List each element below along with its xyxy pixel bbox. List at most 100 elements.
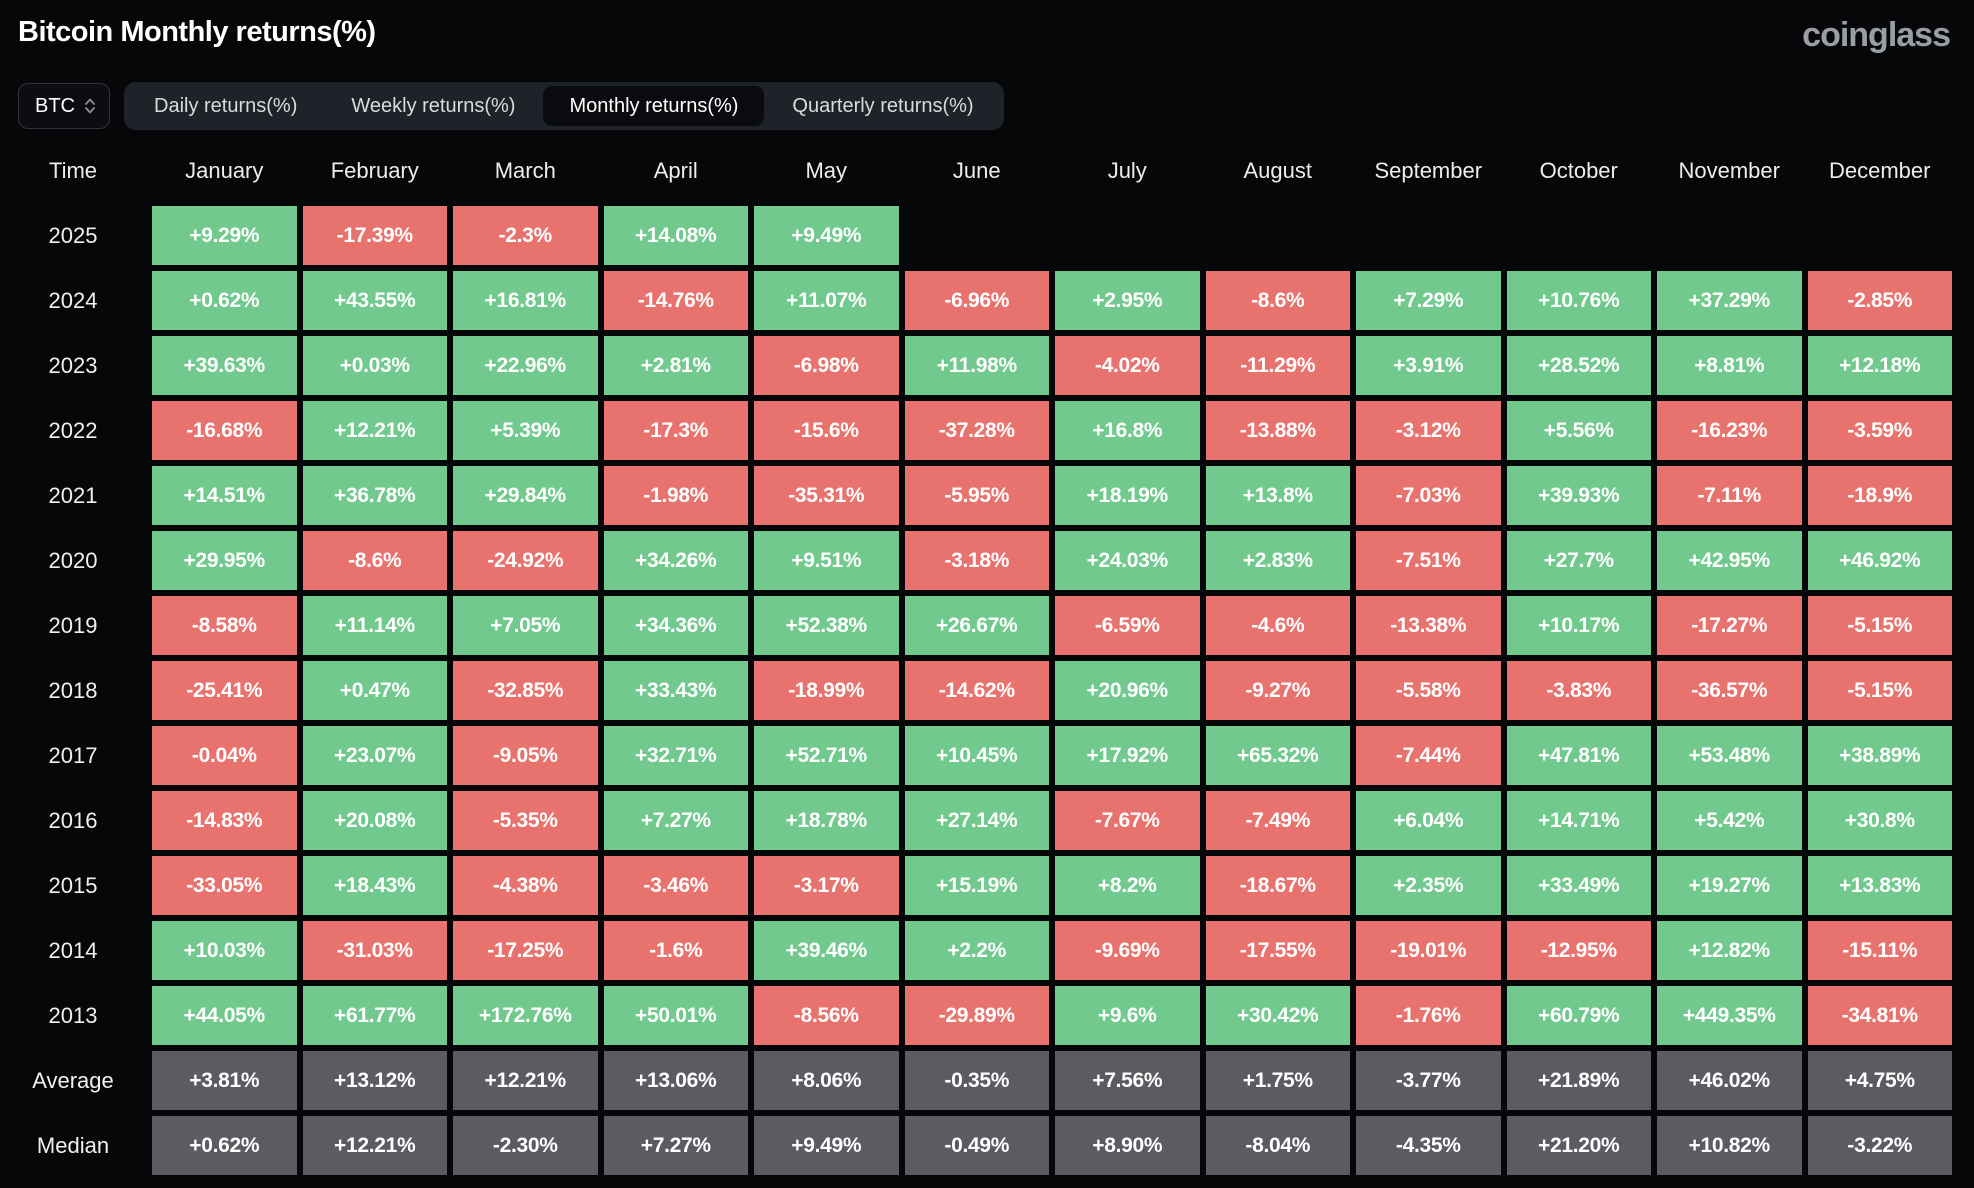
row-label: 2013 xyxy=(48,1002,98,1028)
return-cell: +33.43% xyxy=(603,661,748,720)
empty-cell xyxy=(1657,206,1802,265)
return-cell: -14.76% xyxy=(603,271,748,330)
return-cell: -19.01% xyxy=(1356,921,1501,980)
return-cell: +9.49% xyxy=(754,1116,899,1175)
table-row: 2017 -0.04% +23.07% -9.05% +32.71% +52.71% +10… xyxy=(0,726,1952,785)
return-cell: +10.17% xyxy=(1506,596,1651,655)
return-cell: -17.3% xyxy=(603,401,748,460)
return-cell: -7.03% xyxy=(1356,466,1501,525)
return-cell: +12.21% xyxy=(453,1051,598,1110)
return-cell: -31.03% xyxy=(302,921,447,980)
return-cell: -3.83% xyxy=(1506,661,1651,720)
return-cell: -17.55% xyxy=(1205,921,1350,980)
return-cell: +12.21% xyxy=(302,1116,447,1175)
return-cell: -8.56% xyxy=(754,986,899,1045)
return-cell: +14.08% xyxy=(603,206,748,265)
return-cell: +7.29% xyxy=(1356,271,1501,330)
return-cell: -3.77% xyxy=(1356,1051,1501,1110)
tab-weekly-returns[interactable]: Weekly returns(%) xyxy=(351,95,516,117)
return-cell: +27.14% xyxy=(904,791,1049,850)
return-cell: +0.62% xyxy=(152,1116,297,1175)
return-cell: +12.18% xyxy=(1807,336,1952,395)
return-cell: -4.38% xyxy=(453,856,598,915)
row-label: 2018 xyxy=(48,677,98,703)
return-cell: +53.48% xyxy=(1657,726,1802,785)
return-cell: +65.32% xyxy=(1205,726,1350,785)
return-cell: +8.81% xyxy=(1657,336,1802,395)
return-cell: +26.67% xyxy=(904,596,1049,655)
return-cell: -3.18% xyxy=(904,531,1049,590)
column-header-month: April xyxy=(653,158,698,183)
return-cell: -9.05% xyxy=(453,726,598,785)
return-cell: +32.71% xyxy=(603,726,748,785)
return-cell: +43.55% xyxy=(302,271,447,330)
return-cell: -17.25% xyxy=(453,921,598,980)
return-cell: +20.96% xyxy=(1055,661,1200,720)
return-cell: -2.3% xyxy=(453,206,598,265)
return-cell: +13.12% xyxy=(302,1051,447,1110)
return-cell: +19.27% xyxy=(1657,856,1802,915)
top-bar: Bitcoin Monthly returns(%) coinglass xyxy=(0,0,1974,52)
return-cell: +0.62% xyxy=(152,271,297,330)
return-cell: -5.95% xyxy=(904,466,1049,525)
return-cell: -11.29% xyxy=(1205,336,1350,395)
empty-cell xyxy=(1356,206,1501,265)
column-header-month: September xyxy=(1374,158,1483,183)
return-cell: +20.08% xyxy=(302,791,447,850)
coinglass-logo: coinglass xyxy=(1802,16,1951,54)
return-cell: +8.90% xyxy=(1055,1116,1200,1175)
return-cell: +21.89% xyxy=(1506,1051,1651,1110)
return-cell: -25.41% xyxy=(152,661,297,720)
tab-quarterly-returns[interactable]: Quarterly returns(%) xyxy=(792,95,974,117)
table-row: 2025 +9.29% -17.39% -2.3% +14.08% +9.49% xyxy=(0,206,1952,265)
symbol-select[interactable]: BTC xyxy=(18,83,110,129)
return-cell: +8.06% xyxy=(754,1051,899,1110)
return-cell: -0.35% xyxy=(904,1051,1049,1110)
row-label: 2017 xyxy=(48,742,98,768)
return-cell: +15.19% xyxy=(904,856,1049,915)
return-cell: -5.15% xyxy=(1807,596,1952,655)
row-label: Median xyxy=(36,1132,110,1158)
table-row: 2023 +39.63% +0.03% +22.96% +2.81% -6.98% +11.… xyxy=(0,336,1952,395)
return-cell: +27.7% xyxy=(1506,531,1651,590)
return-cell: +46.92% xyxy=(1807,531,1952,590)
return-cell: -15.6% xyxy=(754,401,899,460)
return-cell: -4.6% xyxy=(1205,596,1350,655)
tab-monthly-returns[interactable]: Monthly returns(%) xyxy=(543,86,765,126)
return-cell: +14.71% xyxy=(1506,791,1651,850)
tab-daily-returns[interactable]: Daily returns(%) xyxy=(154,95,298,117)
row-label: 2014 xyxy=(48,937,98,963)
table-row: 2018 -25.41% +0.47% -32.85% +33.43% -18.99% -1… xyxy=(0,661,1952,720)
return-cell: +21.20% xyxy=(1506,1116,1651,1175)
return-cell: -12.95% xyxy=(1506,921,1651,980)
return-cell: +37.29% xyxy=(1657,271,1802,330)
table-row: 2014 +10.03% -31.03% -17.25% -1.6% +39.46% +2.… xyxy=(0,921,1952,980)
return-cell: +7.27% xyxy=(603,791,748,850)
return-cell: +7.05% xyxy=(453,596,598,655)
column-header-month: November xyxy=(1678,158,1780,183)
row-label: 2025 xyxy=(48,222,98,248)
column-header-month: February xyxy=(330,158,419,183)
return-cell: -7.44% xyxy=(1356,726,1501,785)
return-cell: +172.76% xyxy=(453,986,598,1045)
return-cell: +11.14% xyxy=(302,596,447,655)
return-cell: -2.85% xyxy=(1807,271,1952,330)
return-cell: -3.17% xyxy=(754,856,899,915)
return-cell: +3.91% xyxy=(1356,336,1501,395)
return-cell: +30.8% xyxy=(1807,791,1952,850)
return-cell: -8.6% xyxy=(302,531,447,590)
return-cell: +42.95% xyxy=(1657,531,1802,590)
row-label: 2016 xyxy=(48,807,98,833)
column-header-month: May xyxy=(805,158,848,183)
return-cell: +10.82% xyxy=(1657,1116,1802,1175)
return-cell: +9.51% xyxy=(754,531,899,590)
return-cell: +2.95% xyxy=(1055,271,1200,330)
table-header-row: Time January February March April May June July… xyxy=(0,146,1952,196)
page-title: Bitcoin Monthly returns(%) xyxy=(18,16,376,48)
column-header-month: July xyxy=(1107,158,1147,183)
return-cell: +449.35% xyxy=(1657,986,1802,1045)
return-cell: +10.03% xyxy=(152,921,297,980)
return-cell: -18.67% xyxy=(1205,856,1350,915)
return-cell: -13.38% xyxy=(1356,596,1501,655)
return-cell: -16.68% xyxy=(152,401,297,460)
